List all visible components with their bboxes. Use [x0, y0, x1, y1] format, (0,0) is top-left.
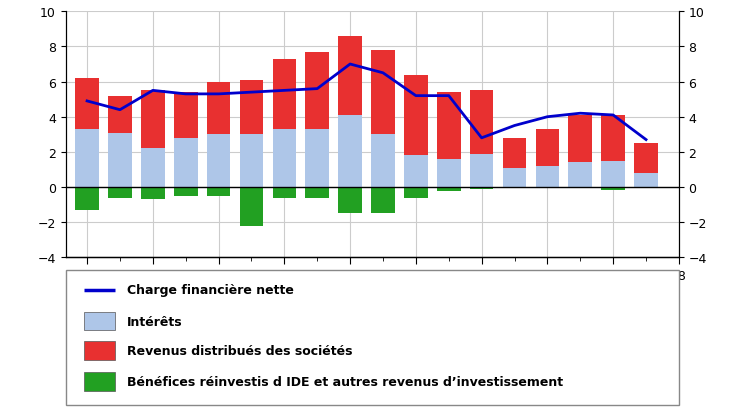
Bar [536, 166, 559, 188]
Bar [84, 342, 115, 360]
Bar [338, 188, 362, 214]
Bar [569, 163, 592, 188]
Bar [272, 130, 296, 188]
Bar [174, 188, 198, 196]
Bar [239, 81, 264, 135]
Bar [338, 37, 362, 116]
Bar [503, 168, 526, 188]
Bar [239, 188, 264, 226]
Bar [404, 75, 428, 156]
Bar [141, 91, 165, 149]
Bar [84, 373, 115, 391]
Text: Intérêts: Intérêts [127, 315, 182, 328]
Bar [371, 188, 395, 214]
Bar [404, 156, 428, 188]
Bar [75, 130, 99, 188]
Bar [239, 135, 264, 188]
Bar [634, 188, 658, 189]
Bar [437, 93, 461, 160]
Bar [141, 149, 165, 188]
Bar [84, 312, 115, 330]
Text: Bénéfices réinvestis d IDE et autres revenus d’investissement: Bénéfices réinvestis d IDE et autres rev… [127, 375, 563, 389]
Text: Charge financière nette: Charge financière nette [127, 284, 294, 297]
Bar [75, 79, 99, 130]
Bar [174, 139, 198, 188]
Bar [470, 154, 493, 188]
Bar [634, 173, 658, 188]
Bar [174, 93, 198, 139]
Bar [108, 188, 132, 198]
Bar [602, 116, 625, 161]
Bar [305, 188, 329, 198]
Bar [470, 188, 493, 189]
Bar [108, 133, 132, 188]
Bar [108, 97, 132, 133]
Bar [437, 160, 461, 188]
Bar [503, 139, 526, 168]
Bar [536, 188, 559, 189]
Bar [371, 135, 395, 188]
Bar [569, 116, 592, 163]
Bar [207, 135, 231, 188]
Bar [503, 188, 526, 189]
Bar [141, 188, 165, 200]
Bar [207, 82, 231, 135]
Bar [272, 188, 296, 198]
Bar [338, 116, 362, 188]
Bar [634, 144, 658, 173]
Bar [75, 188, 99, 210]
Bar [404, 188, 428, 198]
Bar [470, 91, 493, 154]
Bar [536, 130, 559, 166]
Bar [272, 60, 296, 130]
Bar [305, 53, 329, 130]
Bar [207, 188, 231, 196]
Bar [602, 188, 625, 190]
Bar [437, 188, 461, 191]
Bar [305, 130, 329, 188]
Text: Revenus distribués des sociétés: Revenus distribués des sociétés [127, 344, 353, 357]
Bar [569, 188, 592, 189]
Bar [602, 161, 625, 188]
Bar [371, 51, 395, 135]
